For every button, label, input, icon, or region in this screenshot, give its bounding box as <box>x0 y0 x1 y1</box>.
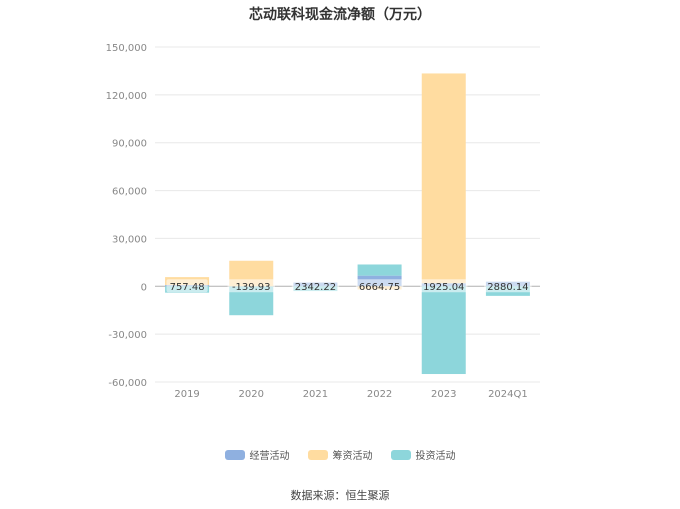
data-label: 1925.04 <box>423 282 464 293</box>
grid-layer <box>155 46 540 383</box>
y-tick-label: 60,000 <box>112 187 147 198</box>
bar-layer <box>165 73 530 375</box>
data-label-bg <box>166 279 208 293</box>
y-tick-label: -30,000 <box>108 330 147 341</box>
legend-label: 经营活动 <box>249 451 290 462</box>
legend-item-investing[interactable]: 投资活动 <box>390 447 456 462</box>
x-tick-label: 2020 <box>239 389 264 400</box>
legend-swatch <box>224 449 245 460</box>
data-source-note: 数据来源：恒生聚源 <box>290 489 390 502</box>
legend-label: 投资活动 <box>415 451 456 462</box>
legend-item-operating[interactable]: 经营活动 <box>224 447 290 462</box>
data-label: 6664.75 <box>359 282 400 293</box>
y-tick-label: 150,000 <box>106 43 147 54</box>
data-label-bg <box>291 279 340 293</box>
x-tick-label: 2023 <box>431 389 456 400</box>
legend-swatch <box>307 449 328 460</box>
y-tick-label: 120,000 <box>106 91 147 102</box>
bar-financing <box>421 73 466 284</box>
y-tick-label: 30,000 <box>112 234 147 245</box>
data-label-bg <box>420 279 468 293</box>
data-label: -139.93 <box>232 282 271 293</box>
bar-investing <box>421 286 466 375</box>
data-label: 2342.22 <box>295 282 336 293</box>
legend-item-financing[interactable]: 筹资活动 <box>307 447 373 462</box>
y-tick-label: -60,000 <box>108 378 147 389</box>
bar-investing <box>357 264 402 276</box>
y-tick-label: 0 <box>141 282 147 293</box>
legend: 经营活动 筹资活动 投资活动 <box>0 447 680 462</box>
data-label: 757.48 <box>170 282 205 293</box>
axis-layer: 150,000 120,000 90,000 60,000 30,000 0 -30,000… <box>106 43 528 400</box>
data-label-bg <box>484 279 532 293</box>
data-label: 2880.14 <box>487 282 528 293</box>
legend-label: 筹资活动 <box>332 451 373 462</box>
y-tick-label: 90,000 <box>112 139 147 150</box>
data-label-bg <box>355 279 404 293</box>
x-tick-label: 2022 <box>367 389 392 400</box>
data-label-bg <box>227 279 275 293</box>
chart-title: 芯动联科现金流净额（万元） <box>249 7 431 23</box>
label-layer: 757.48 -139.93 2342.22 6664.75 1925.04 2880.1… <box>166 279 532 293</box>
x-tick-label: 2024Q1 <box>488 389 528 400</box>
x-tick-label: 2021 <box>303 389 328 400</box>
x-tick-label: 2019 <box>174 389 199 400</box>
legend-swatch <box>390 449 411 460</box>
